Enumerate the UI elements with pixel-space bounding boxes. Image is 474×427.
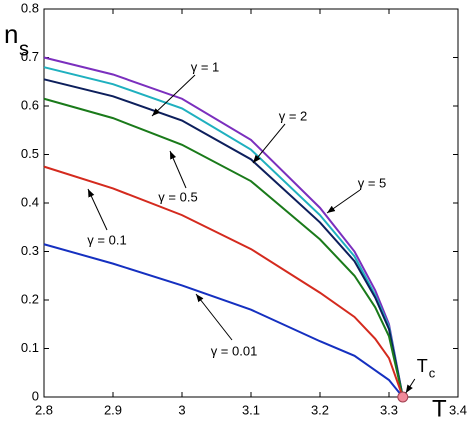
critical-point — [397, 391, 409, 403]
y-tick-label: 0.6 — [21, 97, 39, 112]
annotation-label: γ = 1 — [191, 59, 220, 74]
annotation-arrow — [195, 293, 233, 341]
annotation-label: γ = 0.5 — [158, 189, 197, 204]
y-tick-label: 0.4 — [21, 194, 39, 209]
series-line — [43, 165, 404, 398]
y-tick-label: 0.7 — [21, 49, 39, 64]
x-axis-label: T — [432, 395, 447, 422]
plot-frame — [43, 8, 459, 398]
critical-label-sub: c — [429, 365, 436, 380]
annotation-label: γ = 5 — [358, 175, 387, 190]
series-line — [43, 97, 404, 398]
x-tick-label: 2.9 — [104, 402, 122, 417]
y-tick-label: 0 — [32, 388, 39, 403]
annotation-label: γ = 0.01 — [211, 343, 258, 358]
y-tick-label: 0.3 — [21, 243, 39, 258]
annotation-arrow — [169, 150, 187, 189]
y-tick-label: 0.2 — [21, 291, 39, 306]
y-tick-label: 0.1 — [21, 340, 39, 355]
x-tick-label: 3.1 — [242, 402, 260, 417]
x-tick-label: 3 — [178, 402, 185, 417]
series-line — [43, 56, 404, 398]
annotation-arrow — [326, 189, 361, 214]
x-tick-label: 3.4 — [449, 402, 467, 417]
annotation-label: γ = 0.1 — [87, 232, 126, 247]
y-axis-label-sub: s — [19, 38, 29, 60]
x-tick-label: 3.3 — [380, 402, 398, 417]
annotation-arrow — [87, 188, 108, 231]
annotation-arrow — [151, 74, 196, 117]
critical-label: T — [417, 356, 428, 376]
annotation-label: γ = 2 — [279, 108, 308, 123]
y-tick-label: 0.5 — [21, 146, 39, 161]
series-line — [43, 78, 404, 398]
x-tick-label: 2.8 — [35, 402, 53, 417]
y-axis-label: n — [4, 19, 18, 49]
series-line — [43, 243, 404, 398]
annotation-arrow — [405, 378, 416, 394]
x-tick-label: 3.2 — [311, 402, 329, 417]
annotation-arrow — [252, 123, 286, 164]
y-tick-label: 0.8 — [21, 0, 39, 15]
